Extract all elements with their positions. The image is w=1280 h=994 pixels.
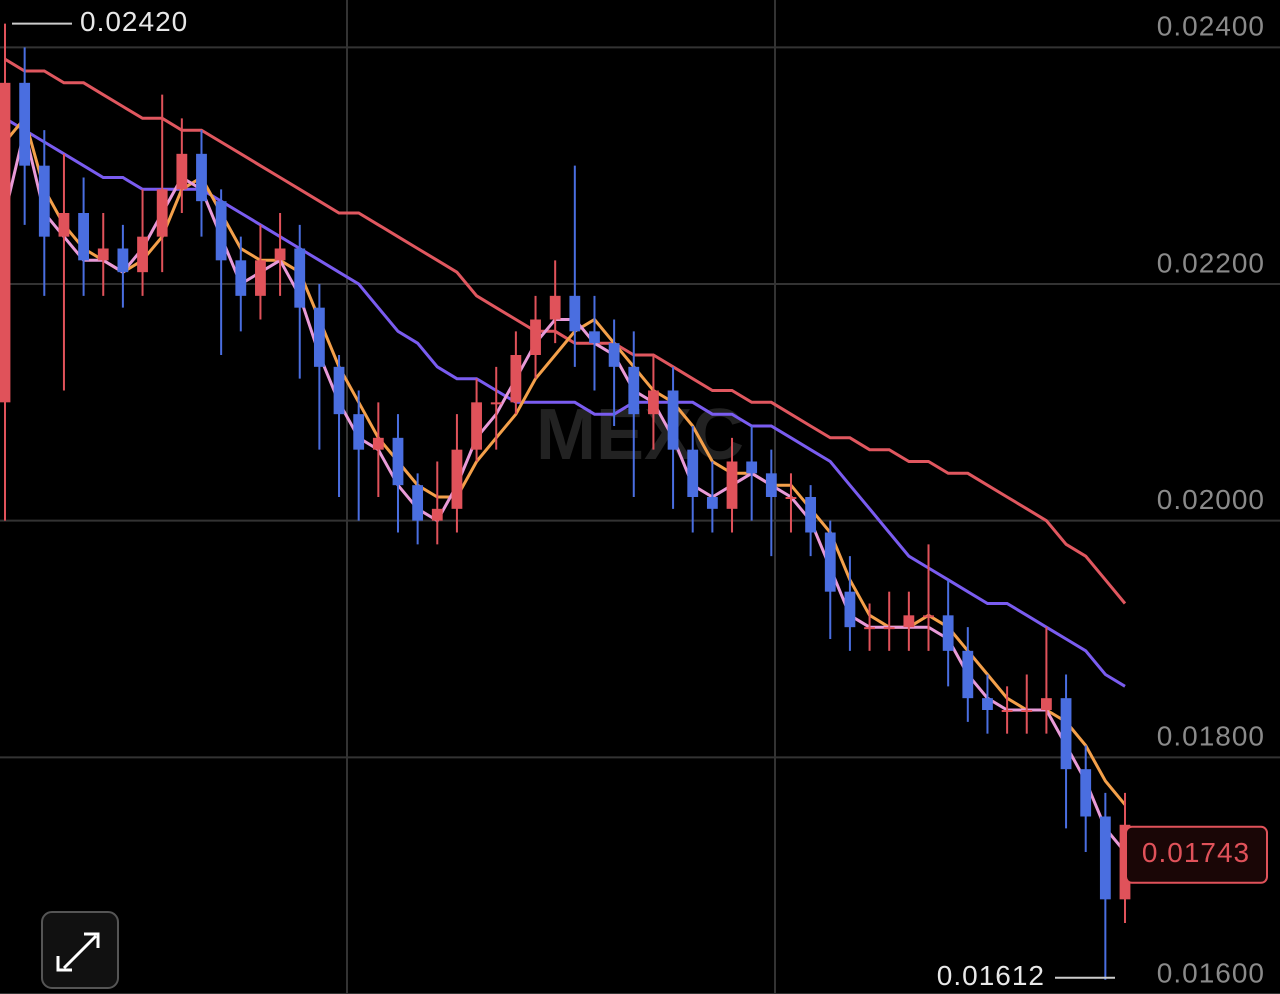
candle-body <box>313 307 325 367</box>
candle-body <box>471 402 482 450</box>
candle-body <box>392 437 404 486</box>
y-tick-label: 0.02400 <box>1157 11 1265 42</box>
candle-body <box>97 248 109 261</box>
candle-body <box>1099 816 1111 900</box>
candle-body <box>78 213 89 261</box>
candle-body <box>687 449 699 497</box>
candle-body <box>137 236 148 273</box>
y-tick-label: 0.01600 <box>1157 957 1265 988</box>
candle-body <box>530 319 541 355</box>
min-label: 0.01612 <box>937 960 1045 991</box>
watermark: MEXC <box>536 395 744 475</box>
candle-body <box>176 153 188 190</box>
candle-body <box>0 82 11 403</box>
candle-body <box>58 213 70 237</box>
expand-icon <box>56 932 100 972</box>
candle-body <box>628 366 640 415</box>
candle-body <box>589 331 600 344</box>
candle-body <box>805 497 817 533</box>
candle-body <box>569 295 581 332</box>
candle-body <box>864 627 875 630</box>
candles <box>0 23 1131 980</box>
candle-body <box>549 295 561 320</box>
candle-body <box>1021 710 1033 712</box>
y-tick-label: 0.02000 <box>1157 484 1265 515</box>
annotations: 0.02420 0.01612 0.01743 <box>12 6 1268 991</box>
moving-average-line <box>4 57 1127 605</box>
y-tick-label: 0.01800 <box>1157 721 1265 752</box>
candle-body <box>490 402 502 405</box>
candle-body <box>431 508 443 521</box>
candle-body <box>1041 698 1052 710</box>
last-price-label: 0.01743 <box>1142 837 1250 868</box>
candle-body <box>1080 769 1092 817</box>
candle-body <box>294 248 306 308</box>
candle-body <box>962 650 974 699</box>
candle-body <box>274 248 286 261</box>
candle-body <box>667 390 679 450</box>
candle-body <box>785 497 797 499</box>
candle-body <box>333 366 345 415</box>
candle-body <box>982 698 993 710</box>
candle-body <box>726 461 738 509</box>
candle-body <box>883 627 895 630</box>
candle-body <box>903 615 915 628</box>
candle-body <box>824 532 836 592</box>
moving-average-line <box>3 129 1127 853</box>
candle-body <box>235 260 247 296</box>
candle-body <box>510 355 522 403</box>
moving-averages <box>3 57 1127 853</box>
candle-body <box>648 390 659 415</box>
candle-body <box>353 414 365 450</box>
candle-body <box>1060 698 1072 770</box>
last-price-box <box>1125 825 1268 884</box>
candle-body <box>942 615 954 651</box>
candle-body <box>706 497 718 509</box>
max-label: 0.02420 <box>80 6 188 37</box>
grid: 0.01600 0.01800 0.02000 0.02200 0.02400 <box>0 11 1280 994</box>
candle-body <box>196 153 207 202</box>
candle-body <box>608 343 620 367</box>
candle-body <box>765 473 777 497</box>
candle-body <box>156 189 168 237</box>
candle-body <box>215 201 227 261</box>
candle-body <box>412 485 424 521</box>
candle-body <box>923 615 934 618</box>
y-tick-label: 0.02200 <box>1157 247 1265 278</box>
expand-button[interactable] <box>41 911 119 989</box>
candle-body <box>746 461 758 474</box>
moving-average-line <box>4 117 1126 688</box>
candle-body <box>117 248 129 273</box>
candle-body <box>844 591 856 628</box>
candle-body <box>38 165 50 237</box>
candle-body <box>19 82 31 166</box>
candle-body <box>1001 710 1013 712</box>
candle-body <box>255 260 266 296</box>
candle-body <box>372 437 384 450</box>
candle-body <box>451 449 463 509</box>
